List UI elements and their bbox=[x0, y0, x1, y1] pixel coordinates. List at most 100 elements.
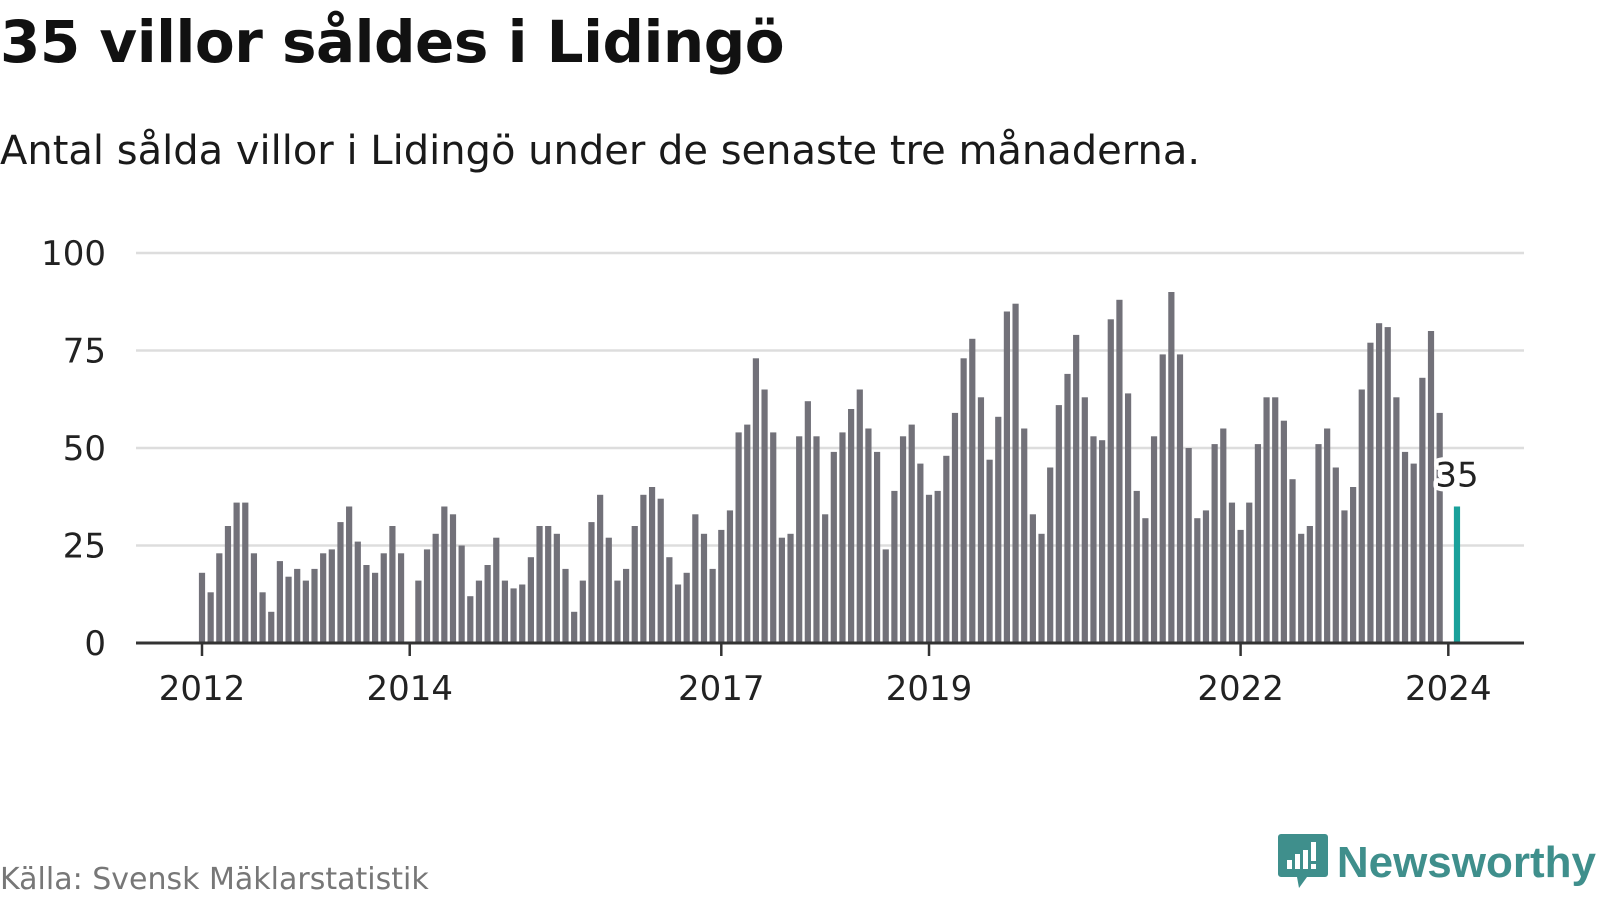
bar bbox=[761, 389, 768, 643]
x-tick-label-2012: 2012 bbox=[159, 669, 246, 709]
bar bbox=[1393, 397, 1400, 643]
bar bbox=[1124, 393, 1132, 643]
bar bbox=[285, 576, 292, 643]
bar bbox=[692, 514, 699, 643]
bar bbox=[709, 568, 716, 643]
y-tick-label-100: 100 bbox=[41, 234, 106, 274]
source-note: Källa: Svensk Mäklarstatistik bbox=[0, 862, 429, 897]
bar bbox=[320, 553, 327, 643]
bar bbox=[614, 580, 621, 643]
bar bbox=[1081, 397, 1088, 643]
bar bbox=[1159, 354, 1166, 643]
bar bbox=[657, 498, 664, 643]
bar bbox=[1012, 303, 1019, 643]
bar bbox=[1367, 342, 1374, 643]
bar bbox=[1073, 334, 1080, 643]
bar bbox=[822, 514, 829, 643]
bar-highlight bbox=[1453, 506, 1461, 643]
bar bbox=[449, 514, 457, 643]
bar bbox=[1194, 518, 1201, 643]
bar bbox=[1375, 323, 1383, 643]
bar bbox=[207, 592, 214, 643]
bar bbox=[1332, 467, 1339, 643]
bar bbox=[579, 580, 586, 643]
bar bbox=[475, 580, 483, 643]
bar bbox=[1029, 514, 1036, 643]
bar bbox=[432, 533, 439, 643]
bar bbox=[259, 592, 266, 643]
bar bbox=[1107, 319, 1114, 643]
bar bbox=[268, 611, 275, 643]
bar bbox=[986, 459, 993, 643]
bar bbox=[337, 522, 344, 643]
bar bbox=[1289, 479, 1296, 643]
bar bbox=[1142, 518, 1149, 643]
bar bbox=[1176, 354, 1184, 643]
bar bbox=[545, 526, 552, 643]
bar bbox=[700, 533, 708, 643]
brand-name: Newsworthy bbox=[1336, 838, 1596, 887]
bar bbox=[276, 561, 283, 643]
x-tick-label-2024: 2024 bbox=[1405, 669, 1492, 709]
bar bbox=[804, 401, 811, 643]
bar bbox=[969, 338, 976, 643]
y-tick-label-75: 75 bbox=[63, 332, 106, 372]
bar bbox=[1202, 510, 1210, 643]
bar bbox=[951, 412, 959, 643]
bar bbox=[1133, 490, 1140, 643]
bar bbox=[882, 549, 889, 643]
bar bbox=[1272, 397, 1279, 643]
bar bbox=[917, 463, 924, 643]
bar bbox=[925, 494, 933, 643]
bar bbox=[623, 568, 630, 643]
bar bbox=[1436, 412, 1443, 643]
bar bbox=[674, 584, 682, 643]
bar bbox=[372, 572, 379, 643]
bar bbox=[562, 568, 569, 643]
bar bbox=[536, 526, 543, 643]
bar bbox=[1254, 444, 1262, 643]
bar bbox=[1324, 428, 1331, 643]
bar bbox=[1021, 428, 1028, 643]
bar bbox=[571, 611, 578, 643]
bar bbox=[423, 549, 431, 643]
bar bbox=[995, 416, 1002, 643]
bar bbox=[597, 494, 604, 643]
bar bbox=[1038, 533, 1045, 643]
bar bbox=[216, 553, 223, 643]
bar bbox=[899, 436, 907, 643]
bar bbox=[328, 549, 335, 643]
bar bbox=[1116, 299, 1123, 643]
bar bbox=[1090, 436, 1097, 643]
bar bbox=[752, 358, 760, 643]
bar bbox=[891, 490, 898, 643]
data-labels: 35 bbox=[1431, 451, 1483, 500]
bar bbox=[467, 596, 474, 643]
bar bbox=[1211, 444, 1218, 643]
bar bbox=[250, 553, 258, 643]
bar bbox=[302, 580, 309, 643]
bar bbox=[1410, 463, 1417, 643]
bar bbox=[873, 451, 881, 643]
bar bbox=[770, 432, 777, 643]
bar bbox=[648, 487, 656, 643]
bar bbox=[224, 526, 232, 643]
bar bbox=[242, 502, 249, 643]
bar bbox=[501, 580, 509, 643]
chart-title: 35 villor såldes i Lidingö bbox=[0, 8, 785, 76]
y-tick-label-0: 0 bbox=[84, 624, 106, 664]
bar bbox=[1427, 331, 1435, 643]
bar bbox=[311, 568, 318, 643]
bar bbox=[1419, 377, 1426, 643]
x-tick-label-2019: 2019 bbox=[886, 669, 973, 709]
bar bbox=[813, 436, 820, 643]
bar bbox=[839, 432, 846, 643]
x-tick-label-2022: 2022 bbox=[1197, 669, 1284, 709]
bar bbox=[908, 424, 915, 643]
bar bbox=[1228, 502, 1236, 643]
bar bbox=[1315, 444, 1322, 643]
bar bbox=[1263, 397, 1270, 643]
bar bbox=[1185, 448, 1192, 643]
bar bbox=[363, 565, 370, 643]
bar bbox=[1003, 311, 1011, 643]
